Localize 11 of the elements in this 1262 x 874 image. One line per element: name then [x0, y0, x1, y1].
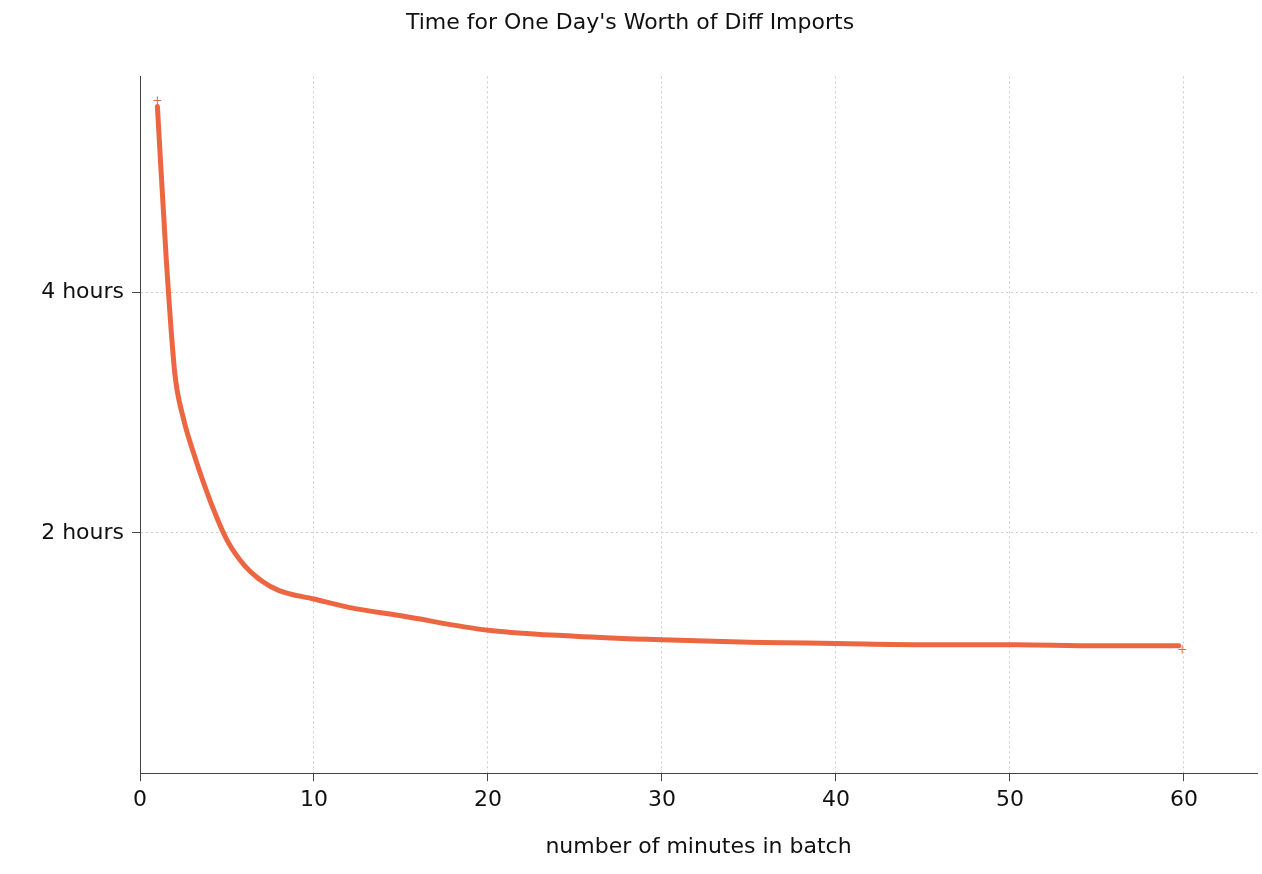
x-tick-label: 20 [473, 786, 502, 812]
y-tick-label: 4 hours [41, 278, 124, 304]
x-tick-label: 50 [995, 786, 1024, 812]
x-tick-label: 60 [1169, 786, 1198, 812]
y-tick-label: 2 hours [41, 518, 124, 544]
chart-title: Time for One Day's Worth of Diff Imports [404, 8, 855, 34]
x-tick-label: 10 [299, 786, 328, 812]
x-tick-label: 40 [821, 786, 850, 812]
x-axis-title: number of minutes in batch [545, 832, 852, 858]
x-tick-label: 30 [647, 786, 676, 812]
x-tick-label: 0 [133, 786, 147, 812]
